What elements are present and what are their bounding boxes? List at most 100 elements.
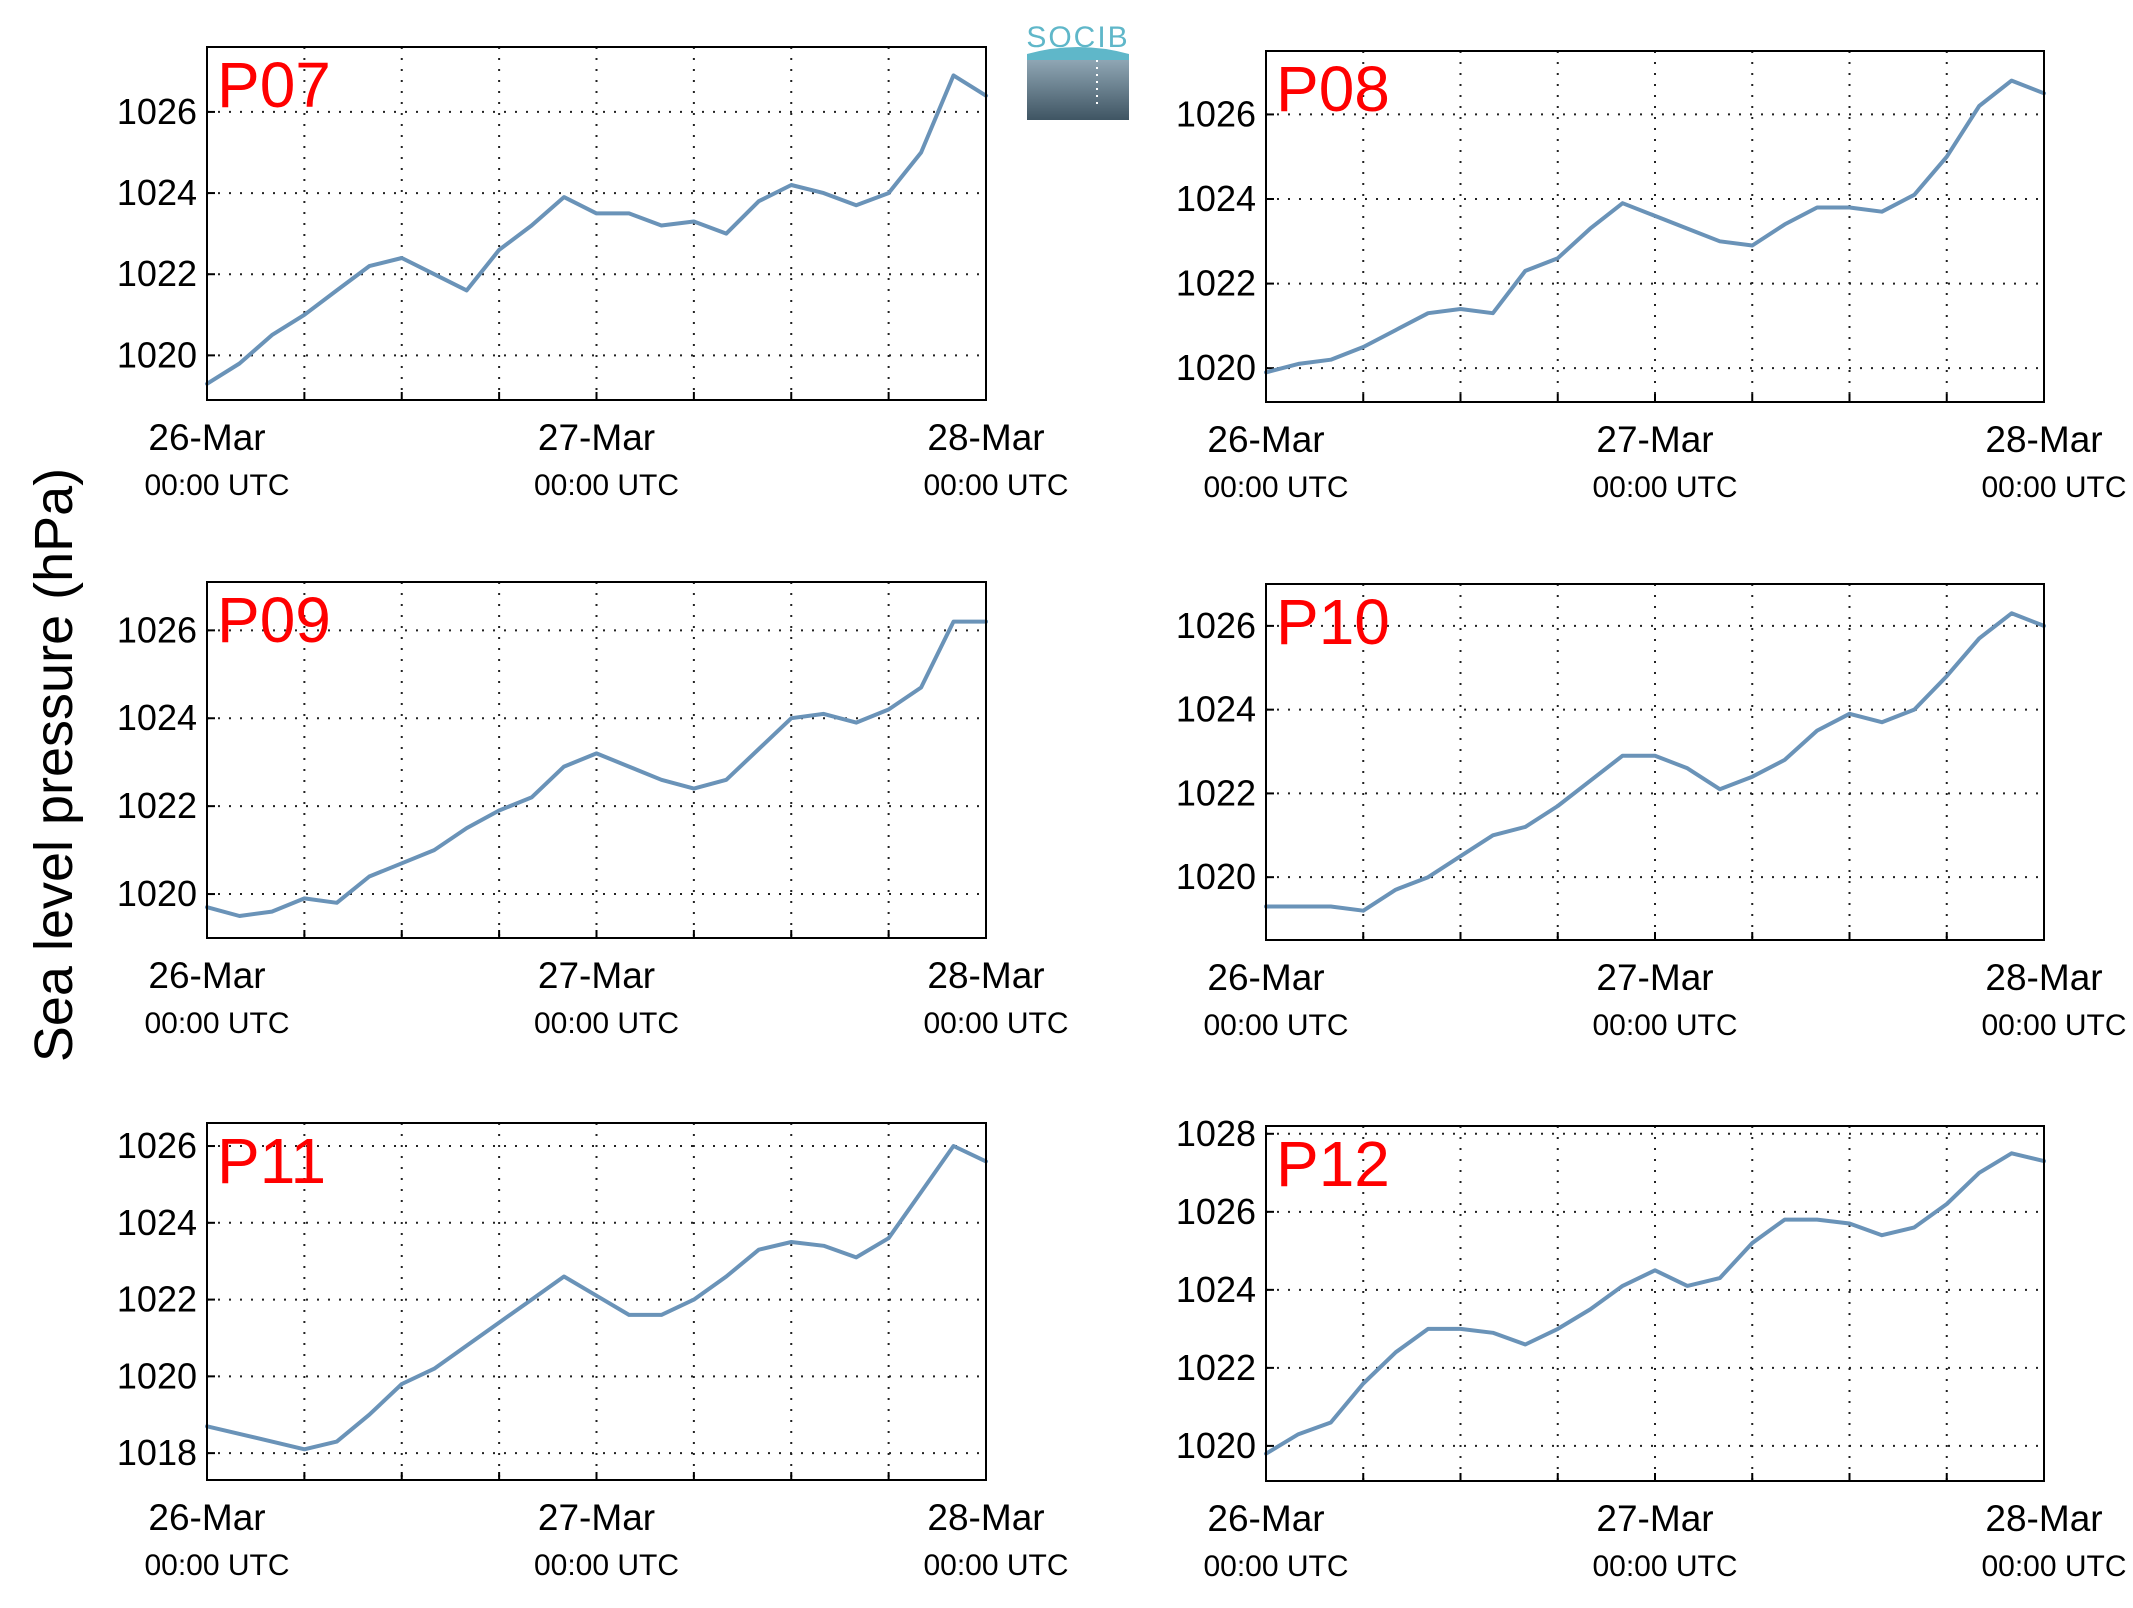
x-tick-date-label: 27-Mar bbox=[538, 1497, 655, 1538]
data-point bbox=[919, 150, 923, 154]
data-point bbox=[627, 211, 631, 215]
data-point bbox=[367, 874, 371, 878]
x-tick-time-label: 00:00 UTC bbox=[1203, 471, 1348, 504]
data-point bbox=[822, 191, 826, 195]
panel-title: P09 bbox=[217, 584, 331, 656]
data-point bbox=[627, 1313, 631, 1317]
x-tick-date-label: 27-Mar bbox=[1596, 957, 1713, 998]
socib-logo: SOCIB bbox=[1026, 21, 1129, 120]
data-point bbox=[562, 1275, 566, 1279]
data-point bbox=[432, 272, 436, 276]
x-tick-date-label: 26-Mar bbox=[1207, 419, 1324, 460]
data-point bbox=[270, 333, 274, 337]
data-point bbox=[1296, 1432, 1300, 1436]
y-tick-label: 1026 bbox=[1176, 605, 1256, 646]
y-tick-label: 1024 bbox=[1176, 178, 1256, 219]
data-point bbox=[1718, 1276, 1722, 1280]
data-point bbox=[1945, 1202, 1949, 1206]
data-point bbox=[367, 264, 371, 268]
data-point bbox=[822, 1244, 826, 1248]
data-point bbox=[465, 288, 469, 292]
x-tick-time-label: 00:00 UTC bbox=[1203, 1009, 1348, 1042]
data-point bbox=[1783, 758, 1787, 762]
data-point bbox=[1685, 1284, 1689, 1288]
data-point bbox=[1361, 909, 1365, 913]
y-axis-label: Sea level pressure (hPa) bbox=[24, 468, 84, 1062]
data-point bbox=[1912, 193, 1916, 197]
y-tick-label: 1020 bbox=[1176, 347, 1256, 388]
x-tick-time-label: 00:00 UTC bbox=[1592, 1550, 1737, 1583]
data-point bbox=[302, 1447, 306, 1451]
y-tick-label: 1020 bbox=[1176, 1425, 1256, 1466]
data-point bbox=[1977, 104, 1981, 108]
y-tick-label: 1022 bbox=[1176, 772, 1256, 813]
data-point bbox=[1912, 1225, 1916, 1229]
data-point bbox=[1880, 1233, 1884, 1237]
x-tick-date-label: 26-Mar bbox=[148, 1497, 265, 1538]
y-tick-label: 1024 bbox=[117, 697, 197, 738]
data-point bbox=[530, 1298, 534, 1302]
panel-p09: 1020 1022 1024 1026 26-Mar 00:00 UTC 27-Mar 00:… bbox=[117, 581, 1069, 1040]
axes-frame bbox=[1265, 50, 2045, 403]
data-point bbox=[1848, 205, 1852, 209]
data-point bbox=[1783, 1218, 1787, 1222]
pressure-series-line bbox=[205, 73, 988, 386]
data-point bbox=[1621, 754, 1625, 758]
y-tick-label: 1024 bbox=[1176, 1269, 1256, 1310]
data-point bbox=[1718, 787, 1722, 791]
y-tick-label: 1022 bbox=[1176, 263, 1256, 304]
data-point bbox=[2010, 611, 2014, 615]
data-point bbox=[1977, 636, 1981, 640]
data-point bbox=[887, 1236, 891, 1240]
data-point bbox=[1815, 205, 1819, 209]
x-tick-date-label: 28-Mar bbox=[927, 955, 1044, 996]
data-point bbox=[1296, 904, 1300, 908]
x-tick-date-label: 28-Mar bbox=[927, 417, 1044, 458]
data-point bbox=[789, 716, 793, 720]
x-tick-date-label: 27-Mar bbox=[1596, 419, 1713, 460]
data-point bbox=[724, 232, 728, 236]
data-point bbox=[1977, 1171, 1981, 1175]
data-point bbox=[1394, 1350, 1398, 1354]
x-tick-date-label: 26-Mar bbox=[1207, 957, 1324, 998]
data-point bbox=[237, 1432, 241, 1436]
y-tick-label: 1020 bbox=[117, 873, 197, 914]
data-point bbox=[659, 224, 663, 228]
data-point bbox=[1329, 904, 1333, 908]
panel-p10: 1020 1022 1024 1026 26-Mar 00:00 UTC 27-Mar 00:… bbox=[1176, 583, 2127, 1042]
socib-logo-wave bbox=[1027, 47, 1129, 60]
data-point bbox=[659, 1313, 663, 1317]
x-tick-time-label: 00:00 UTC bbox=[144, 469, 289, 502]
data-point bbox=[692, 787, 696, 791]
socib-logo-block bbox=[1027, 60, 1129, 120]
x-tick-time-label: 00:00 UTC bbox=[1981, 1009, 2126, 1042]
data-point bbox=[270, 910, 274, 914]
data-point bbox=[1329, 358, 1333, 362]
y-tick-label: 1026 bbox=[1176, 1191, 1256, 1232]
panel-p11: 1018 1020 1022 1024 1026 26-Mar 00:00 UTC 27-Ma… bbox=[117, 1122, 1069, 1582]
x-tick-date-label: 27-Mar bbox=[538, 955, 655, 996]
axes-frame bbox=[206, 1122, 987, 1481]
panel-title: P11 bbox=[217, 1125, 326, 1197]
data-point bbox=[757, 1248, 761, 1252]
data-point bbox=[432, 1367, 436, 1371]
data-point bbox=[530, 795, 534, 799]
data-point bbox=[1426, 1327, 1430, 1331]
data-point bbox=[497, 248, 501, 252]
y-tick-label: 1022 bbox=[117, 785, 197, 826]
x-tick-date-label: 26-Mar bbox=[148, 955, 265, 996]
data-point bbox=[302, 896, 306, 900]
panel-title: P12 bbox=[1276, 1128, 1390, 1200]
axes-frame bbox=[206, 46, 987, 401]
y-tick-label: 1022 bbox=[1176, 1347, 1256, 1388]
x-tick-date-label: 26-Mar bbox=[148, 417, 265, 458]
data-point bbox=[1718, 239, 1722, 243]
pressure-series-line bbox=[1264, 1151, 2046, 1456]
x-tick-time-label: 00:00 UTC bbox=[923, 1549, 1068, 1582]
x-tick-date-label: 28-Mar bbox=[927, 1497, 1044, 1538]
pressure-series-line bbox=[205, 1144, 988, 1452]
data-point bbox=[400, 1382, 404, 1386]
data-point bbox=[562, 195, 566, 199]
data-point bbox=[1912, 708, 1916, 712]
data-point bbox=[757, 199, 761, 203]
